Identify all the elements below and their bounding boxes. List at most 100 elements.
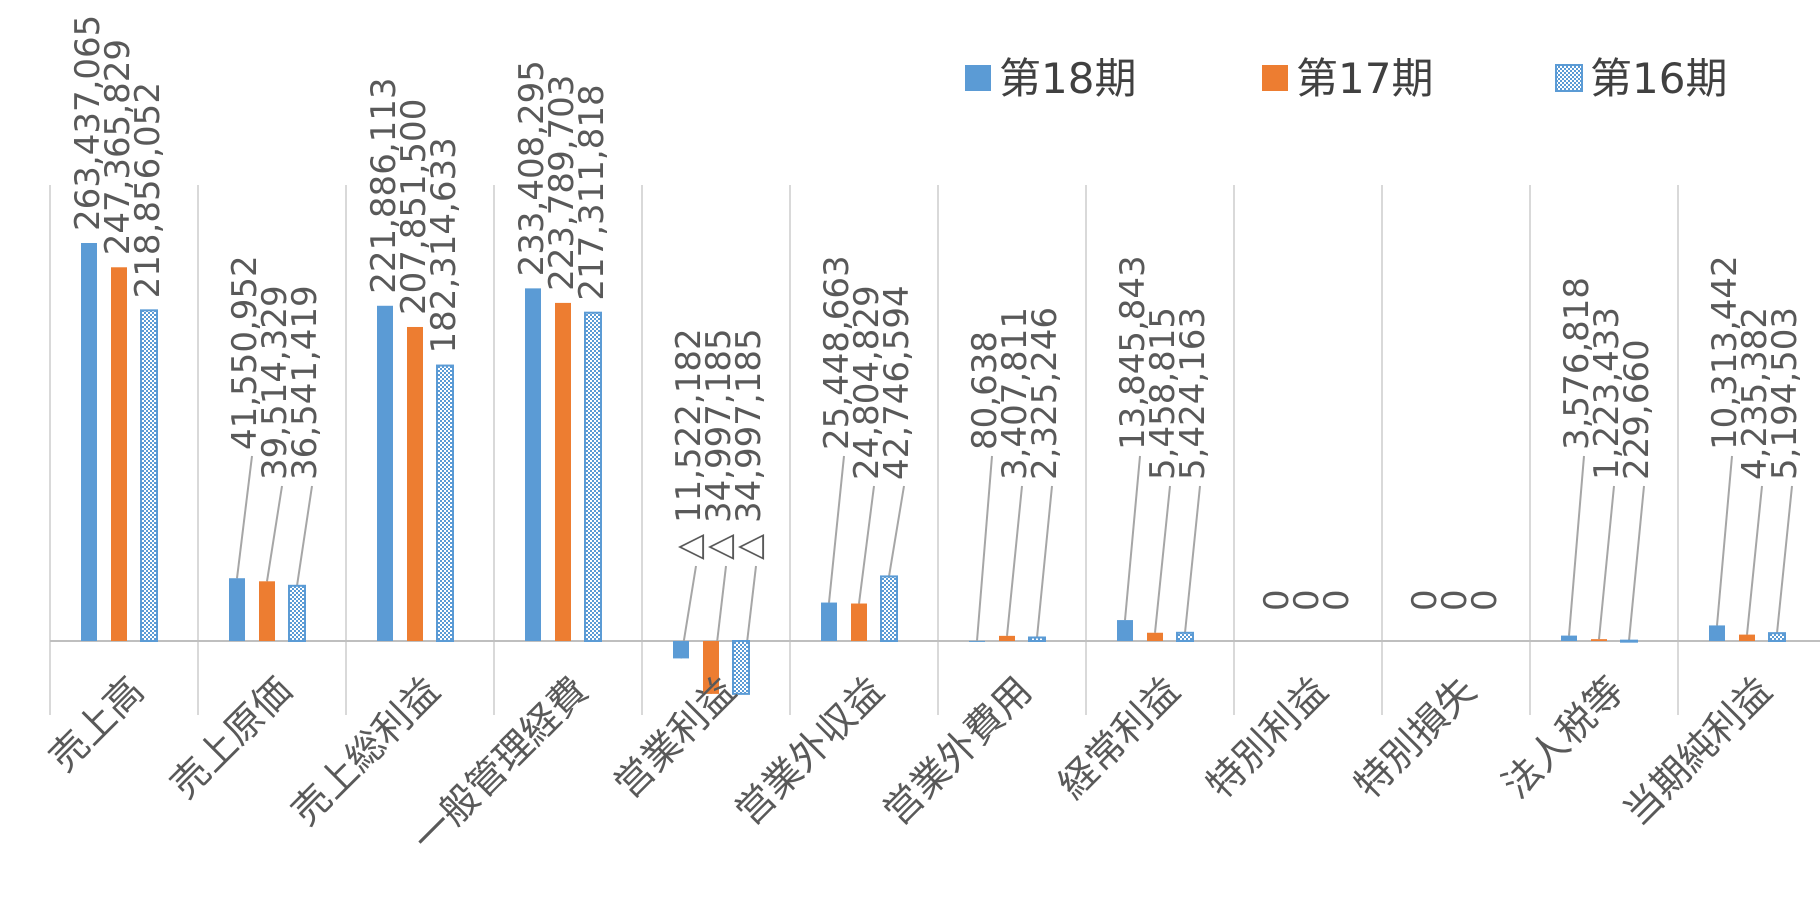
legend-swatch-第18期 (965, 65, 991, 91)
data-label-第16期-営業利益: △ 34,997,185 (729, 328, 769, 560)
bar-第16期-営業外費用 (1028, 636, 1046, 642)
data-label-第18期-特別損失: 0 (1405, 589, 1445, 611)
bar-第17期-売上原価 (259, 581, 275, 641)
data-label-第16期-特別損失: 0 (1465, 589, 1505, 611)
bar-第18期-営業利益 (673, 641, 689, 659)
leader-line (828, 455, 845, 603)
data-label-第17期-営業外収益: 24,804,829 (847, 285, 887, 480)
bar-第16期-法人税等 (1620, 639, 1638, 643)
leader-line (1628, 485, 1645, 641)
leader-line (1006, 485, 1023, 636)
data-label-第16期-経常利益: 5,424,163 (1173, 307, 1213, 480)
leader-line (976, 455, 993, 641)
data-label-第17期-売上総利益: 207,851,500 (394, 99, 434, 315)
leader-line (1184, 485, 1201, 633)
leader-line (1568, 455, 1585, 636)
bar-第16期-一般管理経費 (584, 311, 602, 642)
bar-第16期-営業外収益 (880, 575, 898, 643)
bar-第17期-営業外費用 (999, 635, 1015, 641)
bar-第18期-当期純利益 (1709, 625, 1725, 641)
data-label-第17期-売上原価: 39,514,329 (255, 285, 295, 480)
data-label-第16期-営業外費用: 2,325,246 (1025, 307, 1065, 480)
data-label-第16期-売上総利益: 182,314,633 (424, 137, 464, 353)
bar-第18期-経常利益 (1117, 620, 1133, 641)
bar-第16期-経常利益 (1176, 631, 1194, 642)
bar-第18期-営業外費用 (969, 640, 985, 642)
legend: 第18期 第17期 第16期 (965, 54, 1727, 103)
data-label-第16期-売上原価: 36,541,419 (285, 285, 325, 480)
data-label-第18期-特別利益: 0 (1257, 589, 1297, 611)
legend-label-第17期: 第17期 (1296, 54, 1433, 103)
leader-line (1124, 455, 1141, 621)
bar-第18期-売上原価 (229, 578, 245, 641)
bar-第16期-売上原価 (288, 584, 306, 643)
data-label-第17期-特別損失: 0 (1435, 589, 1475, 611)
bar-第18期-法人税等 (1561, 635, 1577, 641)
category-売上原価: 売上原価 (162, 668, 301, 807)
bar-第16期-営業利益 (732, 640, 750, 695)
leader-line (1746, 485, 1763, 635)
category-営業外収益: 営業外収益 (727, 668, 892, 833)
leader-line (236, 455, 253, 579)
category-営業利益: 営業利益 (606, 668, 745, 807)
data-label-第16期-法人税等: 229,660 (1617, 339, 1657, 480)
data-label-第17期-特別利益: 0 (1287, 589, 1327, 611)
leader-line (1598, 485, 1615, 640)
data-label-第18期-営業利益: △ 11,522,182 (669, 328, 709, 560)
leader-line (1154, 485, 1171, 633)
leader-line (888, 485, 905, 577)
leader-line (1036, 485, 1053, 638)
bar-第18期-営業外収益 (821, 602, 837, 641)
leader-line (266, 485, 283, 582)
bar-第18期-売上総利益 (377, 305, 393, 641)
data-label-第17期-売上高: 247,365,829 (98, 39, 138, 255)
data-label-第16期-特別利益: 0 (1317, 589, 1357, 611)
data-label-第18期-営業外収益: 25,448,663 (817, 255, 857, 450)
leader-line (1716, 455, 1733, 626)
legend-label-第18期: 第18期 (999, 54, 1136, 103)
data-label-第18期-営業外費用: 80,638 (965, 331, 1005, 450)
leader-line (858, 485, 875, 604)
data-label-第18期-売上高: 263,437,065 (68, 15, 108, 231)
bar-第17期-一般管理経費 (555, 302, 571, 641)
category-法人税等: 法人税等 (1494, 668, 1633, 807)
data-label-第17期-一般管理経費: 223,789,703 (542, 75, 582, 291)
legend-label-第16期: 第16期 (1590, 54, 1727, 103)
data-label-第18期-売上原価: 41,550,952 (225, 255, 265, 450)
legend-swatch-第16期 (1555, 64, 1583, 92)
bar-第17期-営業利益 (703, 641, 719, 694)
data-label-第16期-売上高: 218,856,052 (128, 82, 168, 298)
bar-第16期-当期純利益 (1768, 632, 1786, 643)
leader-line (296, 485, 313, 586)
leader-line (1776, 485, 1793, 634)
bars (81, 243, 1786, 695)
bar-第16期-売上総利益 (436, 364, 454, 642)
data-label-第18期-経常利益: 13,845,843 (1113, 255, 1153, 450)
data-label-第17期-営業外費用: 3,407,811 (995, 307, 1035, 480)
data-label-第17期-営業利益: △ 34,997,185 (699, 328, 739, 560)
bar-第17期-当期純利益 (1739, 634, 1755, 641)
legend-swatch-第17期 (1262, 65, 1288, 91)
data-label-第17期-法人税等: 1,223,433 (1587, 307, 1627, 480)
data-label-第18期-一般管理経費: 233,408,295 (512, 60, 552, 276)
category-営業外費用: 営業外費用 (875, 668, 1040, 833)
category-特別損失: 特別損失 (1346, 668, 1485, 807)
bar-第17期-売上総利益 (407, 326, 423, 641)
category-経常利益: 経常利益 (1050, 668, 1189, 807)
bar-第16期-売上高 (140, 309, 158, 642)
bar-第17期-売上高 (111, 267, 127, 641)
category-gridlines (49, 185, 1679, 715)
bar-第17期-法人税等 (1591, 639, 1607, 641)
bar-第18期-売上高 (81, 243, 97, 641)
category-売上高: 売上高 (41, 668, 153, 780)
data-label-第18期-当期純利益: 10,313,442 (1705, 255, 1745, 450)
data-label-第17期-経常利益: 5,458,815 (1143, 307, 1183, 480)
data-label-第16期-一般管理経費: 217,311,818 (572, 84, 612, 300)
data-label-第16期-当期純利益: 5,194,503 (1765, 307, 1805, 480)
data-label-第16期-営業外収益: 42,746,594 (877, 285, 917, 480)
bar-第17期-営業外収益 (851, 603, 867, 641)
data-label-第18期-法人税等: 3,576,818 (1557, 277, 1597, 450)
